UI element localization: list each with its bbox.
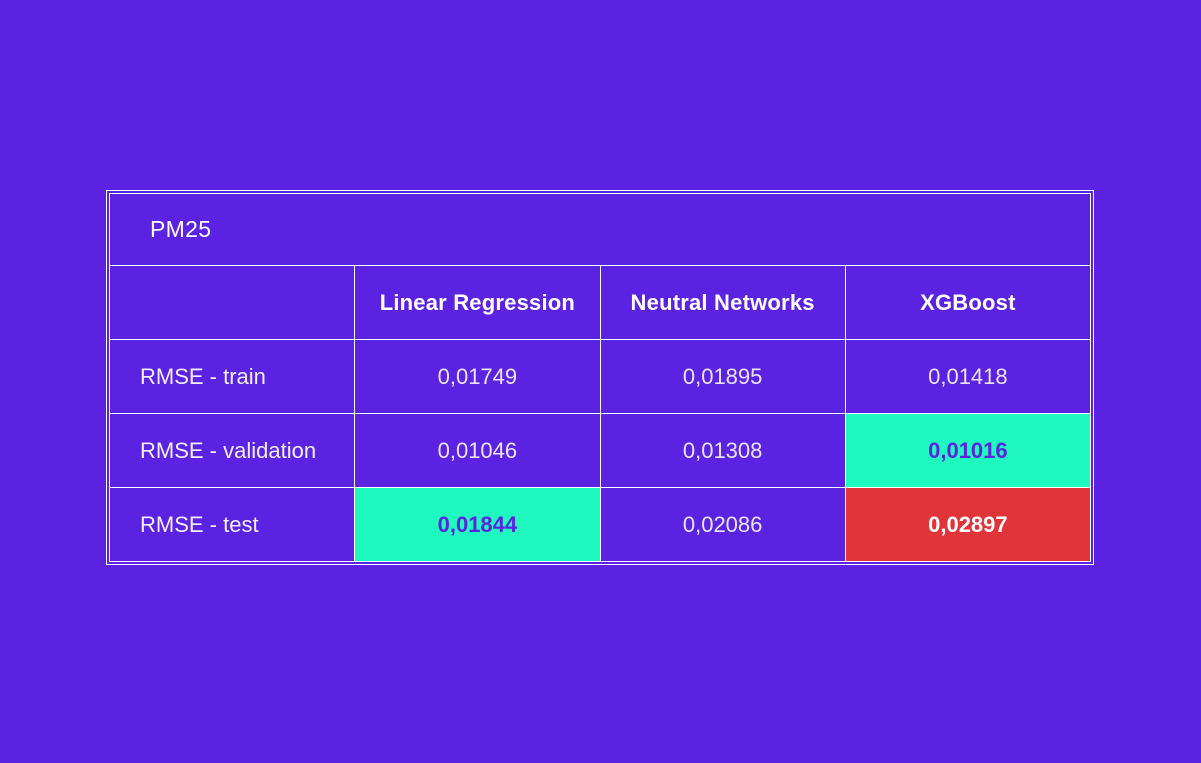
column-header-neutral-networks: Neutral Networks — [599, 265, 846, 340]
cell-test-neutral-networks: 0,02086 — [599, 487, 846, 562]
cell-validation-neutral-networks: 0,01308 — [599, 413, 846, 488]
table-title: PM25 — [109, 193, 1091, 266]
cell-train-xgboost: 0,01418 — [844, 339, 1092, 414]
row-label-rmse-test: RMSE - test — [108, 487, 356, 562]
column-header-linear-regression: Linear Regression — [354, 265, 601, 340]
column-header-empty — [108, 265, 356, 340]
title-row: PM25 — [109, 193, 1091, 266]
table-row-rmse-test: RMSE - test 0,01844 0,02086 0,02897 — [108, 487, 1092, 562]
row-label-rmse-validation: RMSE - validation — [108, 413, 356, 488]
cell-train-neutral-networks: 0,01895 — [599, 339, 846, 414]
cell-train-linear-regression: 0,01749 — [354, 339, 601, 414]
results-table: PM25 Linear Regression Neutral Networks … — [108, 193, 1092, 562]
results-table-frame: PM25 Linear Regression Neutral Networks … — [106, 190, 1094, 565]
table-row-rmse-validation: RMSE - validation 0,01046 0,01308 0,0101… — [108, 413, 1092, 488]
cell-test-linear-regression-highlight-green: 0,01844 — [354, 487, 601, 562]
table-row-rmse-train: RMSE - train 0,01749 0,01895 0,01418 — [108, 339, 1092, 414]
cell-test-xgboost-highlight-red: 0,02897 — [844, 487, 1092, 562]
row-label-rmse-train: RMSE - train — [108, 339, 356, 414]
cell-validation-xgboost-highlight-green: 0,01016 — [844, 413, 1092, 488]
header-row: Linear Regression Neutral Networks XGBoo… — [108, 265, 1092, 340]
cell-validation-linear-regression: 0,01046 — [354, 413, 601, 488]
column-header-xgboost: XGBoost — [844, 265, 1092, 340]
